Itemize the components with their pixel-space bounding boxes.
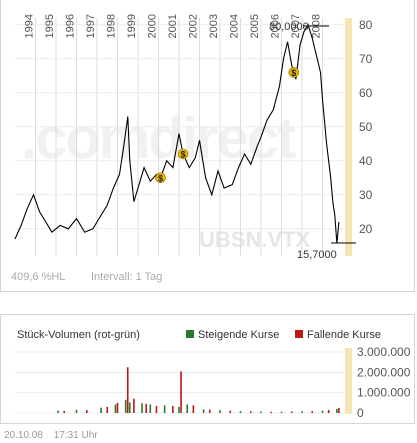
year-tick-label: 2006	[270, 14, 282, 38]
price-grid	[15, 18, 345, 256]
year-tick-label: 2001	[167, 14, 179, 38]
price-tick-label: 50	[359, 120, 373, 134]
year-tick-label: 2002	[188, 14, 200, 38]
legend-rising-label: Steigende Kurse	[198, 329, 279, 341]
volume-tick-label: 2.000.000	[357, 365, 411, 379]
low-label: 15,7000	[297, 249, 337, 261]
price-chart: .comdirect UBSN.VTX 1994 1995 1996 1997 1998…	[11, 14, 373, 283]
year-tick-label: 1996	[65, 14, 77, 38]
volume-axis-band	[345, 348, 352, 414]
volume-tick-label: 1.000.000	[357, 386, 411, 400]
dividend-symbol: $	[181, 150, 186, 160]
legend-rising-swatch	[186, 330, 194, 338]
year-tick-label: 2005	[249, 14, 261, 38]
footer-timestamp: 20.10.08 17:31 Uhr	[4, 430, 106, 441]
legend-falling-label: Fallende Kurse	[307, 329, 381, 341]
price-tick-label: 40	[359, 154, 373, 168]
year-tick-label: 2003	[208, 14, 220, 38]
dividend-marker	[288, 67, 300, 78]
price-tick-label: 70	[359, 52, 373, 66]
volume-grid	[15, 351, 345, 414]
year-tick-label: 2000	[147, 14, 159, 38]
dividend-markers: $ $ $	[155, 67, 300, 184]
axis-band	[345, 18, 352, 256]
volume-title: Stück-Volumen (rot-grün)	[17, 329, 140, 341]
interval-label: Intervall: 1 Tag	[91, 271, 162, 283]
footer-time: 17:31 Uhr	[53, 430, 98, 441]
dividend-symbol: $	[291, 68, 296, 78]
volume-bars	[57, 367, 340, 413]
high-label: 80,0000	[269, 21, 309, 33]
price-tick-label: 30	[359, 188, 373, 202]
price-tick-label: 60	[359, 86, 373, 100]
price-axis-labels: 20 30 40 50 60 70 80	[359, 18, 373, 236]
year-tick-label: 1994	[24, 14, 36, 38]
year-tick-label: 1997	[85, 14, 97, 38]
footer-date: 20.10.08	[4, 430, 43, 441]
dividend-marker	[155, 172, 166, 184]
year-tick-label: 1998	[106, 14, 118, 38]
legend-falling-swatch	[295, 330, 303, 338]
performance-label: 409,6 %HL	[11, 271, 65, 283]
year-tick-label: 2007	[290, 14, 302, 38]
volume-chart-panel: Stück-Volumen (rot-grün) Steigende Kurse…	[0, 314, 415, 424]
price-tick-label: 20	[359, 222, 373, 236]
volume-chart: Stück-Volumen (rot-grün) Steigende Kurse…	[15, 329, 411, 420]
volume-tick-label: 0	[357, 406, 364, 420]
price-chart-panel: .comdirect UBSN.VTX 1994 1995 1996 1997 1998…	[0, 0, 415, 292]
price-tick-label: 80	[359, 18, 373, 32]
volume-axis-labels: 0 1.000.000 2.000.000 3.000.000	[357, 345, 411, 420]
instrument-watermark: UBSN.VTX	[199, 227, 311, 252]
dividend-marker	[177, 148, 189, 160]
volume-tick-label: 3.000.000	[357, 345, 411, 359]
year-tick-labels: 1994 1995 1996 1997 1998 1999 2000 2001 2002 2003…	[24, 14, 323, 38]
dividend-symbol: $	[158, 173, 163, 183]
year-tick-label: 1995	[44, 14, 56, 38]
year-tick-label: 2004	[229, 14, 241, 38]
year-tick-label: 1999	[126, 14, 138, 38]
